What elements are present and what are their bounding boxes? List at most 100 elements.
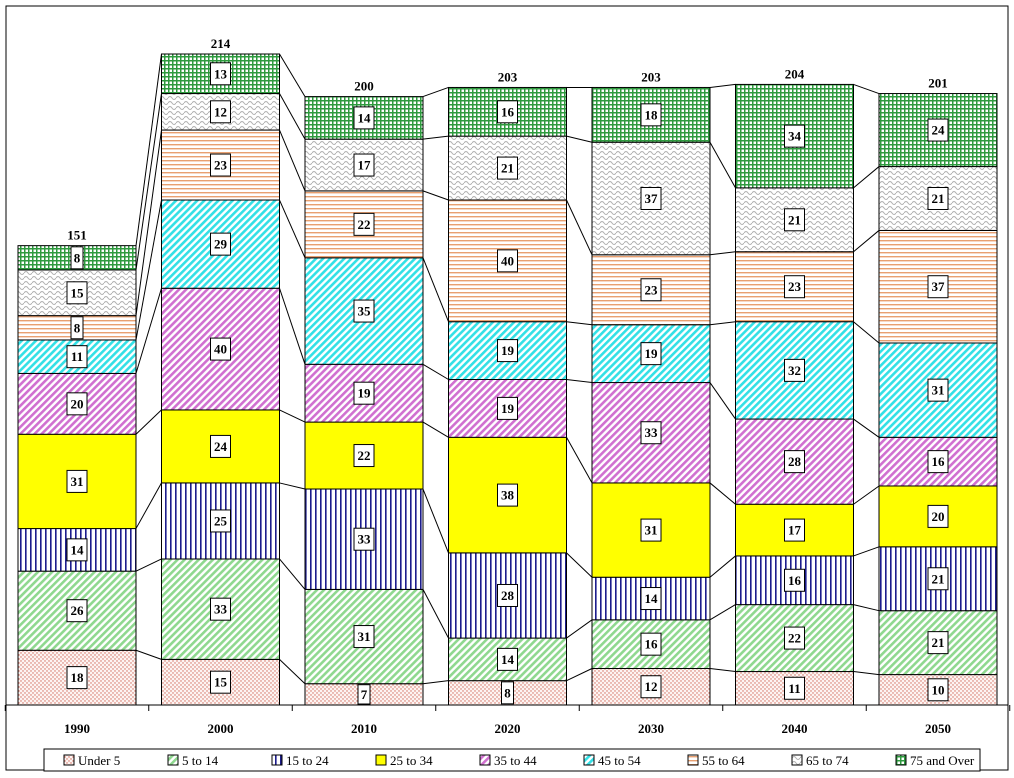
connector-line bbox=[709, 321, 736, 326]
x-tick-label: 2010 bbox=[351, 721, 377, 736]
bar-total-label: 200 bbox=[354, 79, 374, 94]
connector-line bbox=[422, 680, 449, 685]
segment-value-box bbox=[497, 249, 518, 273]
segment-value-label: 16 bbox=[932, 454, 946, 469]
segment-value-box bbox=[784, 518, 805, 542]
connector-line bbox=[566, 135, 593, 143]
segment-value-label: 32 bbox=[788, 363, 801, 378]
connector-line bbox=[279, 482, 306, 490]
segment-value-box bbox=[640, 587, 662, 611]
legend-swatch-under-5 bbox=[63, 754, 75, 766]
connector-line bbox=[566, 619, 593, 639]
segment-value-box bbox=[210, 62, 231, 86]
x-tick-label: 1990 bbox=[64, 721, 90, 736]
segment-value-box bbox=[66, 538, 88, 562]
connector-line bbox=[709, 555, 736, 578]
segment-value-box bbox=[784, 124, 805, 148]
connector-line bbox=[853, 671, 880, 676]
x-tick-label: 2050 bbox=[925, 721, 951, 736]
connector-line bbox=[135, 288, 162, 374]
segment-value-label: 13 bbox=[214, 66, 228, 81]
connector-line bbox=[135, 649, 162, 660]
segment-value-box bbox=[784, 568, 805, 592]
segment-value-label: 10 bbox=[932, 682, 945, 697]
segment-value-label: 23 bbox=[645, 282, 659, 297]
connector-line bbox=[853, 418, 880, 438]
connector-line bbox=[279, 93, 306, 140]
connector-lines bbox=[135, 53, 880, 685]
segment-value-label: 31 bbox=[71, 474, 84, 489]
segment-value-box bbox=[210, 153, 231, 177]
connector-line bbox=[566, 437, 593, 484]
x-tick-label: 2000 bbox=[208, 721, 234, 736]
segment-value-box bbox=[353, 625, 375, 649]
segment-value-box bbox=[927, 378, 949, 402]
connector-line bbox=[135, 199, 162, 341]
legend-label-35-to-44: 35 to 44 bbox=[494, 753, 537, 768]
segment-value-label: 15 bbox=[214, 675, 228, 690]
legend-swatch-45-to-54 bbox=[583, 754, 595, 766]
connector-line bbox=[422, 135, 449, 140]
legend-label-15-to-24: 15 to 24 bbox=[286, 753, 329, 768]
segment-value-box bbox=[927, 678, 949, 702]
connector-line bbox=[566, 379, 593, 384]
bar-total-label: 203 bbox=[641, 69, 661, 84]
segment-value-box bbox=[497, 583, 518, 607]
connector-line bbox=[279, 409, 306, 423]
segment-value-label: 14 bbox=[501, 652, 515, 667]
connector-line bbox=[279, 659, 306, 685]
bar-total-label: 201 bbox=[928, 76, 948, 91]
segment-value-box bbox=[66, 469, 88, 493]
connector-line bbox=[709, 667, 736, 673]
segment-value-box bbox=[640, 675, 662, 699]
x-tick-label: 2020 bbox=[495, 721, 521, 736]
segment-value-label: 8 bbox=[504, 685, 511, 700]
segment-value-box bbox=[353, 299, 375, 323]
segment-value-label: 14 bbox=[645, 591, 659, 606]
segment-value-box bbox=[353, 527, 375, 551]
total-labels: 151 214 200 203 203 204 201 bbox=[67, 36, 948, 243]
segment-value-box bbox=[66, 345, 88, 369]
connector-line bbox=[709, 382, 736, 420]
segment-value-label: 33 bbox=[645, 425, 659, 440]
connector-line bbox=[279, 558, 306, 590]
segment-value-label: 12 bbox=[214, 104, 227, 119]
segment-value-box bbox=[784, 450, 805, 474]
segment-value-label: 22 bbox=[788, 631, 801, 646]
segment-labels: 1826143120118158153325244029231213731332… bbox=[66, 62, 949, 705]
segment-value-label: 21 bbox=[932, 635, 945, 650]
connector-line bbox=[135, 558, 162, 572]
segment-value-label: 24 bbox=[214, 439, 228, 454]
legend-swatch-65-to-74 bbox=[791, 754, 803, 766]
segment-value-box bbox=[353, 381, 375, 405]
connector-line bbox=[709, 604, 736, 621]
segment-value-box bbox=[927, 504, 949, 528]
connector-line bbox=[566, 552, 593, 578]
segment-value-box bbox=[210, 670, 231, 694]
legend-label-5-to-14: 5 to 14 bbox=[182, 753, 219, 768]
segment-value-label: 35 bbox=[358, 304, 372, 319]
segment-value-label: 17 bbox=[358, 158, 372, 173]
segment-value-label: 26 bbox=[71, 603, 85, 618]
segment-value-label: 14 bbox=[71, 542, 85, 557]
connector-line bbox=[135, 53, 162, 246]
connector-line bbox=[853, 230, 880, 253]
segment-value-label: 31 bbox=[358, 629, 371, 644]
x-tick-label: 2040 bbox=[782, 721, 808, 736]
segment-value-label: 37 bbox=[932, 279, 946, 294]
segment-value-box bbox=[640, 186, 662, 210]
segment-value-box bbox=[353, 106, 375, 130]
segment-value-label: 37 bbox=[645, 191, 659, 206]
legend-swatch-75-and-over bbox=[895, 754, 907, 766]
segment-value-label: 33 bbox=[214, 602, 228, 617]
segment-value-box bbox=[210, 337, 231, 361]
segment-value-label: 38 bbox=[501, 488, 515, 503]
connector-line bbox=[853, 83, 880, 95]
connector-line bbox=[709, 482, 736, 505]
connector-line bbox=[135, 129, 162, 316]
segment-value-label: 28 bbox=[501, 588, 515, 603]
connector-line bbox=[279, 129, 306, 192]
connector-line bbox=[853, 485, 880, 505]
